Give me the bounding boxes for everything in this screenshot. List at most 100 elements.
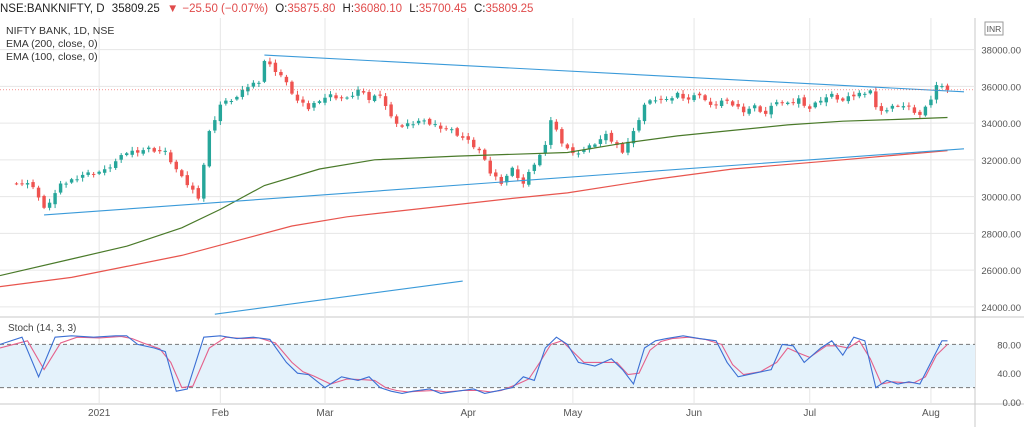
candle-body <box>901 106 906 108</box>
candle-body <box>681 93 685 99</box>
candle-body <box>598 139 603 144</box>
indicator-lines <box>0 54 975 315</box>
candle-body <box>438 125 443 129</box>
high-value: 36080.10 <box>354 3 403 15</box>
candle-body <box>14 183 19 185</box>
candle-body <box>945 85 950 90</box>
candle-body <box>102 169 107 173</box>
candle-body <box>323 97 327 103</box>
candle-body <box>207 131 212 167</box>
trendline[interactable] <box>264 54 965 93</box>
candle-body <box>670 98 674 101</box>
candle-body <box>350 95 355 97</box>
stoch-legend: Stoch (14, 3, 3) <box>8 323 76 334</box>
stoch-k-line <box>0 335 948 394</box>
candle-body <box>345 97 349 99</box>
candle-body <box>240 89 245 97</box>
candle-body <box>648 100 652 104</box>
candle-body <box>747 108 751 114</box>
candle-body <box>246 87 250 92</box>
candle-body <box>780 102 784 104</box>
candle-body <box>361 91 366 93</box>
stoch-band <box>0 344 975 388</box>
stoch-reference-lines <box>0 343 975 389</box>
price-tick-label: 32000.00 <box>981 156 1021 167</box>
stoch-lines <box>0 335 948 394</box>
candle-body <box>75 179 79 181</box>
candle-body <box>367 92 371 100</box>
candle-body <box>163 150 167 152</box>
candle-body <box>312 102 316 108</box>
time-tick-label: Apr <box>460 408 476 419</box>
close-value: 35809.25 <box>485 3 534 15</box>
legend-ema200: EMA (200, close, 0) <box>6 38 98 50</box>
price-tick-label: 30000.00 <box>981 193 1021 204</box>
candle-body <box>620 143 625 153</box>
candle-body <box>235 96 239 100</box>
candle-body <box>532 164 537 171</box>
candle-body <box>686 97 691 100</box>
candle-body <box>763 110 768 114</box>
candle-body <box>119 155 123 160</box>
legend-title: NIFTY BANK, 1D, NSE <box>6 25 114 37</box>
currency-badge[interactable] <box>984 21 1004 36</box>
candle-body <box>626 141 630 153</box>
candle-body <box>394 116 399 124</box>
candle-body <box>505 175 509 183</box>
stoch-tick-label: 40.00 <box>997 369 1021 380</box>
candle-body <box>802 97 806 106</box>
candle-body <box>158 150 162 152</box>
price-tick-label: 34000.00 <box>981 119 1021 130</box>
symbol-label[interactable]: NSE:BANKNIFTY, D <box>0 3 105 15</box>
candle-body <box>527 171 531 185</box>
candle-body <box>466 136 470 140</box>
candle-body <box>631 131 636 144</box>
open-label: O: <box>275 3 288 15</box>
candle-body <box>334 95 338 99</box>
candle-body <box>455 128 459 136</box>
candle-body <box>472 139 476 148</box>
candles <box>14 57 950 211</box>
candle-body <box>422 120 426 122</box>
candle-body <box>389 104 393 117</box>
candle-body <box>372 95 377 102</box>
candle-body <box>152 148 156 152</box>
legend-ema100: EMA (100, close, 0) <box>6 51 98 63</box>
trendline[interactable] <box>214 280 463 315</box>
candle-body <box>185 175 189 186</box>
candle-body <box>543 144 548 154</box>
candle-body <box>708 101 713 105</box>
candle-body <box>290 81 294 94</box>
candle-body <box>879 106 884 111</box>
candle-body <box>20 183 24 185</box>
candle-body <box>835 94 839 100</box>
candle-body <box>339 97 344 99</box>
candle-body <box>213 120 217 131</box>
candle-body <box>741 106 746 113</box>
candle-body <box>912 107 917 113</box>
trendline[interactable] <box>44 148 965 216</box>
low-value: 35700.45 <box>418 3 467 15</box>
candle-body <box>863 93 867 95</box>
candle-body <box>560 129 564 144</box>
candle-body <box>554 121 559 130</box>
candle-body <box>147 147 151 150</box>
candle-body <box>907 105 911 107</box>
candle-body <box>774 102 779 105</box>
candle-body <box>477 148 481 151</box>
price-tick-label: 38000.00 <box>981 46 1021 57</box>
candle-body <box>301 99 305 103</box>
candle-body <box>857 92 862 97</box>
candle-body <box>637 120 641 131</box>
candle-body <box>328 94 333 98</box>
candle-body <box>576 153 581 155</box>
candle-body <box>97 171 101 174</box>
candle-body <box>130 150 134 155</box>
candle-body <box>306 103 311 110</box>
candle-body <box>714 104 718 106</box>
candle-body <box>565 144 570 149</box>
candle-body <box>697 93 702 96</box>
candle-body <box>80 174 85 178</box>
candle-body <box>593 144 597 147</box>
